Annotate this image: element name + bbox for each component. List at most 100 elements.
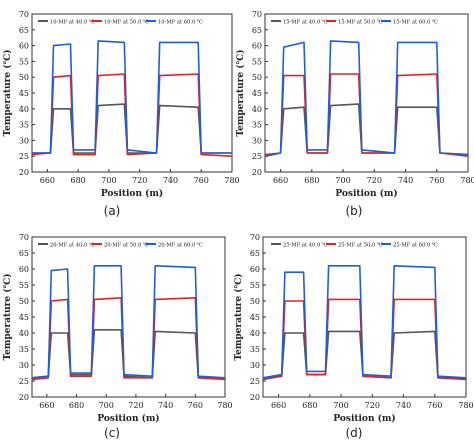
y-tick-label: 60	[250, 265, 260, 274]
x-tick-label: 720	[132, 176, 147, 185]
y-tick-label: 25	[252, 152, 262, 161]
x-axis-label: Position (m)	[335, 188, 397, 199]
series-line	[262, 264, 467, 379]
panel-caption-b: (b)	[345, 204, 363, 218]
y-axis-label: Temperature (℃)	[235, 49, 246, 136]
y-tick-label: 30	[19, 361, 29, 370]
series-line	[31, 264, 226, 379]
y-tick-label: 40	[250, 329, 260, 338]
x-tick-label: 660	[39, 401, 54, 410]
plot-frame	[31, 13, 233, 173]
x-tick-label: 780	[224, 176, 239, 185]
y-tick-label: 20	[19, 168, 29, 177]
y-tick-label: 25	[250, 377, 260, 386]
x-tick-label: 740	[163, 176, 178, 185]
y-tick-label: 25	[19, 152, 29, 161]
y-tick-label: 50	[252, 73, 262, 82]
y-tick-label: 25	[19, 377, 29, 386]
series-line	[264, 103, 469, 157]
chart-panel: 20 25 30 35 40 45 50 55 60 65 70 660 680 700 720 740 760…	[2, 10, 240, 199]
y-tick-label: 65	[19, 26, 29, 35]
y-tick-label: 45	[252, 89, 262, 98]
x-tick-label: 740	[158, 401, 173, 410]
chart-panel: 20 25 30 35 40 45 50 55 60 65 70 660 680 700 720 740 760…	[233, 233, 474, 424]
y-tick-label: 30	[19, 136, 29, 145]
y-tick-label: 70	[250, 233, 260, 242]
series-line	[31, 328, 225, 379]
y-tick-label: 45	[19, 313, 29, 322]
y-tick-label: 60	[19, 265, 29, 274]
x-tick-label: 780	[217, 401, 232, 410]
y-tick-label: 35	[250, 345, 260, 354]
x-tick-label: 660	[40, 176, 55, 185]
x-tick-label: 760	[429, 176, 444, 185]
y-tick-label: 35	[252, 121, 262, 130]
x-tick-label: 740	[398, 176, 413, 185]
legend-label: 20-MF at 40.0 ℃	[50, 243, 95, 249]
y-tick-label: 40	[252, 105, 262, 114]
y-tick-label: 40	[19, 329, 29, 338]
legend-label: 15-MF at 40.0 ℃	[283, 20, 328, 26]
y-tick-label: 55	[250, 281, 260, 290]
y-tick-label: 45	[19, 89, 29, 98]
y-axis-label: Temperature (℃)	[233, 273, 244, 360]
y-tick-label: 65	[252, 26, 262, 35]
y-tick-label: 50	[19, 73, 29, 82]
y-tick-label: 20	[19, 393, 29, 402]
x-tick-label: 720	[365, 401, 380, 410]
y-tick-label: 45	[250, 313, 260, 322]
legend-label: 25-MF at 40.0 ℃	[283, 243, 328, 249]
legend-label: 25-MF at 50.0 ℃	[338, 243, 383, 249]
x-tick-label: 720	[128, 401, 143, 410]
x-tick-label: 660	[271, 401, 286, 410]
chart-panel: 20 25 30 35 40 45 50 55 60 65 70 660 680 700 720 740 760…	[2, 233, 233, 424]
x-tick-label: 780	[460, 176, 474, 185]
series-line	[32, 40, 232, 154]
chart-panel: 20 25 30 35 40 45 50 55 60 65 70 660 680 700 720 740 760…	[235, 10, 474, 199]
y-tick-label: 20	[250, 393, 260, 402]
y-tick-label: 65	[19, 249, 29, 258]
series-line	[32, 103, 232, 154]
y-tick-label: 30	[252, 136, 262, 145]
x-tick-label: 740	[396, 401, 411, 410]
legend-label: 10-MF at 60.0 ℃	[158, 20, 203, 26]
series-line	[262, 298, 466, 379]
x-axis-label: Position (m)	[97, 413, 159, 424]
y-axis-label: Temperature (℃)	[2, 49, 13, 136]
y-tick-label: 20	[252, 168, 262, 177]
x-tick-label: 700	[101, 176, 116, 185]
x-tick-label: 680	[71, 176, 86, 185]
x-tick-label: 760	[194, 176, 209, 185]
y-tick-label: 60	[19, 42, 29, 51]
y-tick-label: 70	[252, 10, 262, 19]
legend-label: 20-MF at 50.0 ℃	[104, 243, 149, 249]
legend-label: 20-MF at 60.0 ℃	[158, 243, 203, 249]
panel-caption-a: (a)	[103, 204, 121, 218]
y-tick-label: 35	[19, 121, 29, 130]
x-tick-label: 720	[367, 176, 382, 185]
x-tick-label: 680	[302, 401, 317, 410]
legend-label: 10-MF at 40.0 ℃	[50, 20, 95, 26]
x-tick-label: 760	[188, 401, 203, 410]
series-line	[262, 330, 467, 381]
x-axis-label: Position (m)	[101, 188, 163, 199]
x-axis-label: Position (m)	[333, 413, 395, 424]
y-tick-label: 40	[19, 105, 29, 114]
y-tick-label: 30	[250, 361, 260, 370]
legend-label: 15-MF at 50.0 ℃	[338, 20, 383, 26]
panel-caption-c: (c)	[104, 426, 120, 440]
y-tick-label: 55	[19, 281, 29, 290]
y-tick-label: 70	[19, 233, 29, 242]
y-tick-label: 70	[19, 10, 29, 19]
x-tick-label: 780	[458, 401, 473, 410]
y-tick-label: 50	[250, 297, 260, 306]
y-tick-label: 55	[252, 57, 262, 66]
y-axis-label: Temperature (℃)	[2, 273, 13, 360]
y-tick-label: 35	[19, 345, 29, 354]
x-tick-label: 680	[69, 401, 84, 410]
x-tick-label: 700	[99, 401, 114, 410]
series-line	[264, 73, 469, 157]
x-tick-label: 700	[333, 401, 348, 410]
